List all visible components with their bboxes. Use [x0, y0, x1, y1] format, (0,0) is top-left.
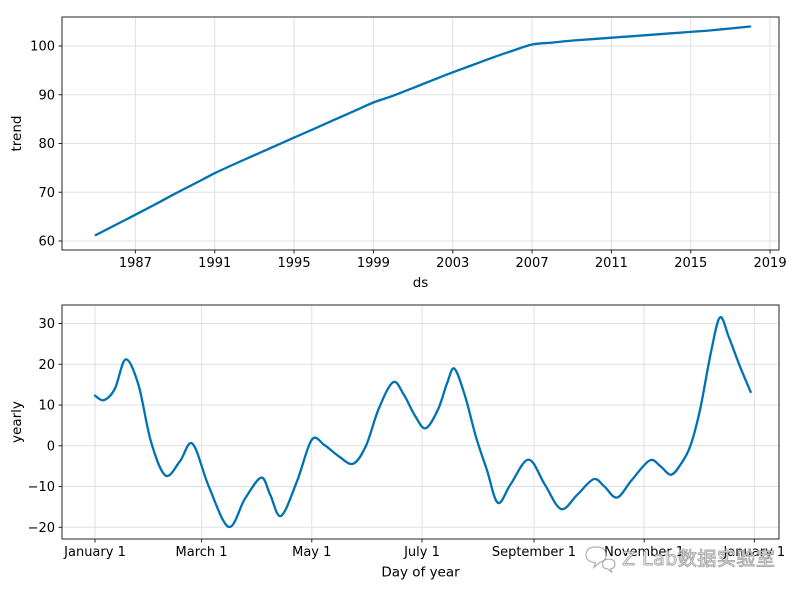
y-tick-label: 60 [38, 235, 55, 250]
x-tick-label: 1995 [278, 256, 311, 271]
trend-line [94, 25, 752, 237]
y-tick-label: −20 [28, 521, 55, 536]
x-tick-label: September 1 [492, 545, 576, 560]
x-tick-label: 1999 [357, 256, 390, 271]
y-tick-label: 20 [38, 358, 55, 373]
x-tick-label: 2003 [436, 256, 469, 271]
x-tick-label: May 1 [292, 545, 331, 560]
y-tick-label: 10 [38, 399, 55, 414]
x-tick-label: 2015 [674, 256, 707, 271]
trend-chart: 1987 1991 1995 1999 2003 2007 2011 2015 2019 60 70… [30, 16, 787, 271]
x-tick-label: July 1 [403, 545, 440, 560]
x-tick-label: 2019 [754, 256, 787, 271]
x-tick-label: January 1 [722, 545, 785, 560]
y-tick-label: 90 [38, 88, 55, 103]
x-tick-label: 2011 [595, 256, 628, 271]
yearly-xlabel: Day of year [381, 565, 460, 581]
y-tick-label: 100 [30, 40, 55, 55]
y-tick-label: 30 [38, 317, 55, 332]
y-tick-label: 70 [38, 186, 55, 201]
trend-xlabel: ds [413, 275, 429, 291]
yearly-chart: January 1 March 1 May 1 July 1 September 1 No… [28, 304, 785, 560]
x-tick-label: November 1 [604, 545, 684, 560]
y-tick-label: 0 [47, 439, 55, 454]
x-tick-label: March 1 [176, 545, 228, 560]
x-tick-label: 2007 [516, 256, 549, 271]
y-tick-label: −10 [28, 480, 55, 495]
yearly-line [93, 316, 752, 529]
x-tick-label: 1987 [119, 256, 152, 271]
trend-ylabel: trend [9, 116, 25, 152]
plot-frame [61, 304, 780, 540]
yearly-ylabel: yearly [9, 401, 25, 443]
x-tick-label: January 1 [63, 545, 126, 560]
y-tick-label: 80 [38, 137, 55, 152]
x-tick-label: 1991 [198, 256, 231, 271]
plot-frame [61, 16, 780, 251]
